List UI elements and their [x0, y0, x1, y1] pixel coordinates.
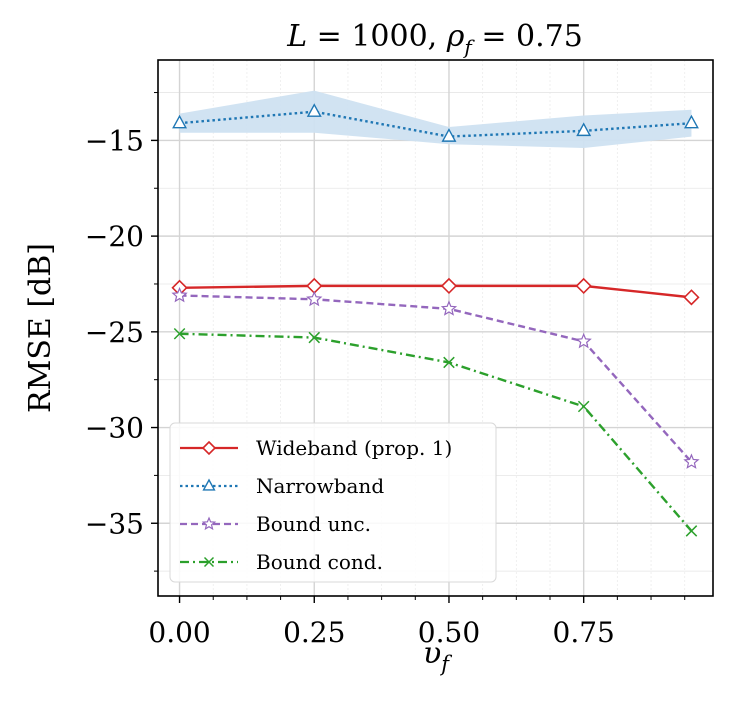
y-tick-label: −20	[85, 220, 144, 253]
y-axis-label: RMSE [dB]	[23, 243, 58, 413]
series-narrowband-line	[179, 110, 692, 138]
legend-items: Wideband (prop. 1) Narrowband Bound unc. Bo…	[180, 436, 452, 574]
series-bound-unc-point	[306, 290, 323, 307]
legend-item-4-marker	[203, 556, 215, 568]
axis-ticks	[151, 92, 686, 603]
series-bound-cond-point	[685, 525, 698, 537]
series-wideband-prop-1-point	[575, 277, 592, 295]
x-tick-labels: 0.00 0.25 0.50 0.75	[148, 616, 614, 649]
series-narrowband-point	[576, 122, 592, 137]
x-tick-label: 0.50	[418, 616, 480, 649]
series-wideband-prop-1-point	[440, 277, 458, 295]
series-wideband-prop-1-line	[179, 284, 692, 299]
y-tick-label: −25	[85, 316, 144, 349]
series-bound-cond-point	[443, 356, 455, 369]
x-tick-label: 0.75	[553, 616, 615, 649]
series-bound-unc-point	[171, 286, 188, 303]
legend-item-1-marker	[201, 440, 217, 456]
legend-item-2-label: Narrowband	[256, 474, 384, 498]
x-axis-label: υf	[423, 636, 452, 676]
y-tick-label: −15	[85, 124, 144, 157]
series-bound-cond-point	[308, 331, 321, 344]
series-narrowband-point	[306, 103, 322, 117]
x-tick-label: 0.00	[148, 616, 210, 649]
series-wideband-prop-1-point	[683, 289, 700, 306]
legend-item-2-marker	[202, 478, 216, 491]
confidence-bands	[179, 90, 692, 149]
series-bound-unc-point	[440, 300, 458, 316]
chart-title: L = 1000, ρf = 0.75	[286, 19, 583, 59]
series-narrowband-point	[172, 114, 188, 129]
series-bound-unc-point	[683, 453, 700, 469]
legend: Wideband (prop. 1) Narrowband Bound unc. Bo…	[169, 422, 497, 583]
series-bound-unc-point	[575, 332, 592, 349]
legend-box	[169, 422, 497, 583]
series-markers	[171, 103, 700, 537]
legend-item-4-label: Bound cond.	[256, 550, 383, 574]
legend-item-3-marker	[201, 516, 217, 531]
y-tick-label: −30	[85, 412, 144, 445]
series-narrowband-band	[179, 90, 692, 149]
x-tick-label: 0.25	[283, 616, 345, 649]
series-narrowband-point	[441, 128, 457, 142]
series-bound-cond-point	[577, 400, 590, 413]
plot-frame	[157, 59, 714, 597]
series-bound-cond-point	[173, 327, 186, 340]
legend-item-1-label: Wideband (prop. 1)	[256, 436, 452, 460]
minor-grid	[158, 60, 713, 596]
legend-item-3-label: Bound unc.	[256, 512, 371, 536]
y-tick-label: −35	[85, 507, 144, 540]
y-tick-labels: −15 −20 −25 −30 −35	[85, 124, 144, 540]
series-narrowband-point	[683, 114, 699, 129]
